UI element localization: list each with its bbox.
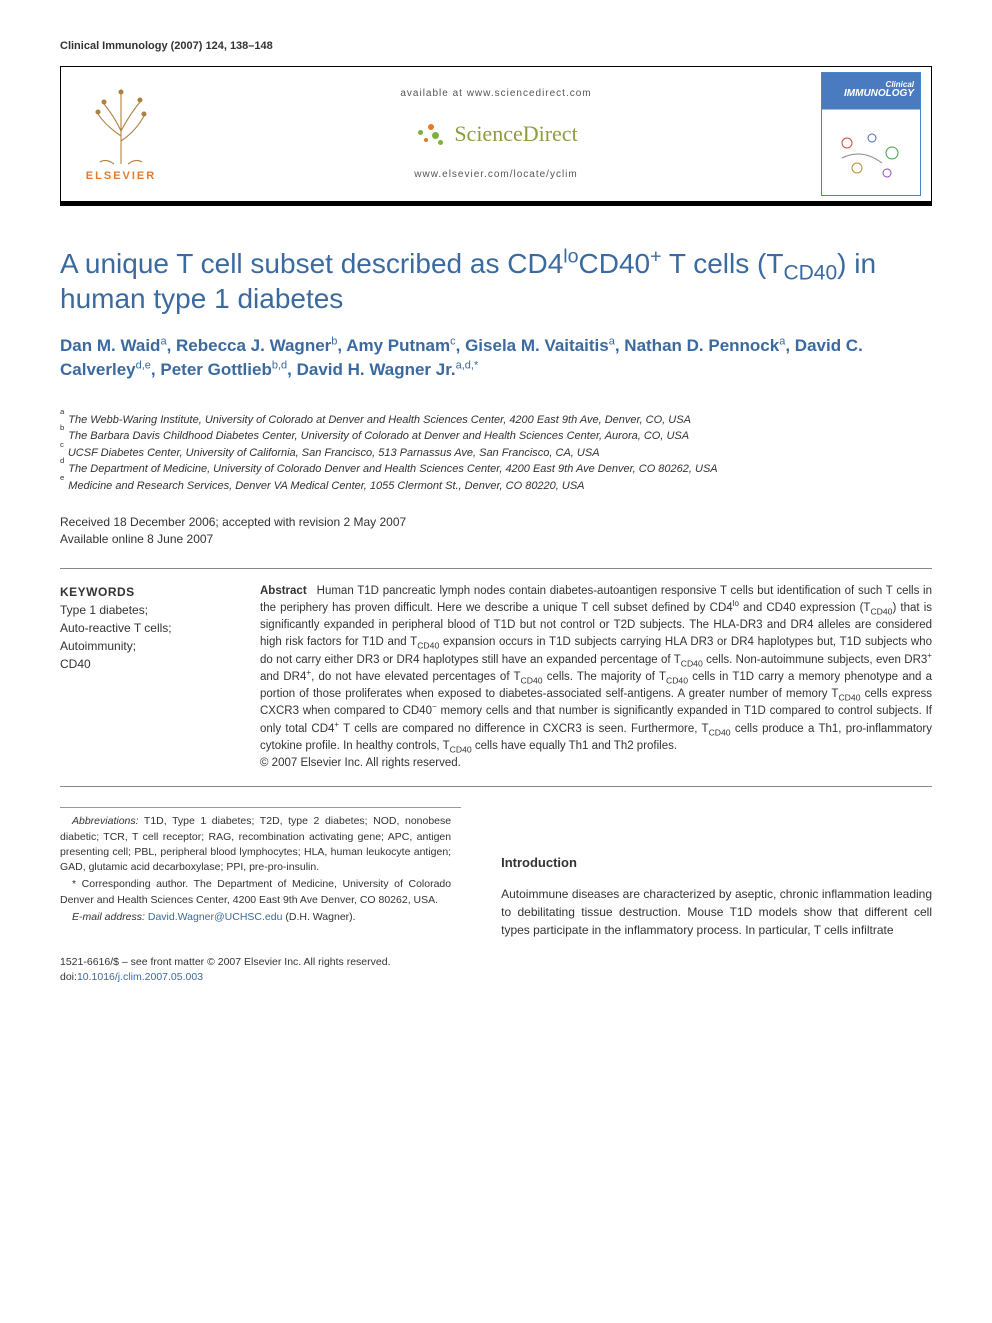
keywords-column: KEYWORDS Type 1 diabetes;Auto-reactive T…	[60, 583, 230, 773]
footnotes: Abbreviations: T1D, Type 1 diabetes; T2D…	[60, 807, 461, 939]
footer: 1521-6616/$ – see front matter © 2007 El…	[60, 955, 932, 984]
two-column-body: Abbreviations: T1D, Type 1 diabetes; T2D…	[60, 807, 932, 939]
affiliation-text: Medicine and Research Services, Denver V…	[68, 478, 584, 495]
footer-copyright: 1521-6616/$ – see front matter © 2007 El…	[60, 955, 932, 970]
affiliation-text: The Department of Medicine, University o…	[68, 461, 717, 478]
online-date: Available online 8 June 2007	[60, 531, 932, 548]
email-tail: (D.H. Wagner).	[282, 911, 355, 923]
corresponding-author: * Corresponding author. The Department o…	[60, 878, 451, 905]
sciencedirect-logo: ScienceDirect	[414, 121, 577, 147]
sd-dots-icon	[414, 122, 448, 146]
intro-heading: Introduction	[501, 853, 932, 873]
journal-ref: Clinical Immunology (2007) 124, 138–148	[60, 40, 932, 52]
affiliation-marker: e	[60, 478, 64, 495]
cover-title-2: IMMUNOLOGY	[844, 88, 914, 99]
doi-link[interactable]: 10.1016/j.clim.2007.05.003	[77, 971, 203, 983]
publisher-banner: ELSEVIER available at www.sciencedirect.…	[60, 66, 932, 206]
journal-cover-block: Clinical IMMUNOLOGY	[811, 67, 931, 201]
keyword-item: Type 1 diabetes;	[60, 601, 230, 619]
abstract-copyright: © 2007 Elsevier Inc. All rights reserved…	[260, 757, 461, 769]
affiliation-row: a The Webb-Waring Institute, University …	[60, 412, 932, 429]
received-date: Received 18 December 2006; accepted with…	[60, 514, 932, 531]
elsevier-logo-block: ELSEVIER	[61, 67, 181, 201]
intro-body: Autoimmune diseases are characterized by…	[501, 885, 932, 939]
email-link[interactable]: David.Wagner@UCHSC.edu	[148, 911, 283, 923]
keyword-item: Autoimmunity;	[60, 637, 230, 655]
affiliation-row: b The Barbara Davis Childhood Diabetes C…	[60, 428, 932, 445]
affiliation-text: The Webb-Waring Institute, University of…	[68, 412, 691, 429]
sd-word: ScienceDirect	[454, 121, 577, 147]
banner-center: available at www.sciencedirect.com Scien…	[181, 67, 811, 201]
affiliation-text: UCSF Diabetes Center, University of Cali…	[68, 445, 600, 462]
article-title: A unique T cell subset described as CD4l…	[60, 246, 932, 316]
doi-label: doi:	[60, 971, 77, 983]
available-at: available at www.sciencedirect.com	[400, 88, 591, 99]
abstract-body: Human T1D pancreatic lymph nodes contain…	[260, 585, 932, 752]
affiliations: a The Webb-Waring Institute, University …	[60, 412, 932, 495]
elsevier-tree-icon	[86, 86, 156, 166]
affiliation-row: e Medicine and Research Services, Denver…	[60, 478, 932, 495]
keywords-heading: KEYWORDS	[60, 583, 230, 601]
author-list: Dan M. Waida, Rebecca J. Wagnerb, Amy Pu…	[60, 334, 932, 382]
affiliation-text: The Barbara Davis Childhood Diabetes Cen…	[68, 428, 689, 445]
elsevier-wordmark: ELSEVIER	[86, 170, 156, 182]
abstract-column: AbstractHuman T1D pancreatic lymph nodes…	[260, 583, 932, 773]
abstract-block: KEYWORDS Type 1 diabetes;Auto-reactive T…	[60, 568, 932, 788]
intro-column: Introduction Autoimmune diseases are cha…	[501, 807, 932, 939]
affiliation-row: c UCSF Diabetes Center, University of Ca…	[60, 445, 932, 462]
affiliation-row: d The Department of Medicine, University…	[60, 461, 932, 478]
email-label: E-mail address:	[72, 911, 145, 923]
abstract-heading: Abstract	[260, 585, 307, 597]
keyword-item: Auto-reactive T cells;	[60, 619, 230, 637]
journal-cover: Clinical IMMUNOLOGY	[821, 72, 921, 196]
abbrev-heading: Abbreviations:	[72, 815, 139, 827]
keyword-item: CD40	[60, 655, 230, 673]
article-dates: Received 18 December 2006; accepted with…	[60, 514, 932, 548]
locate-url: www.elsevier.com/locate/yclim	[414, 169, 577, 180]
